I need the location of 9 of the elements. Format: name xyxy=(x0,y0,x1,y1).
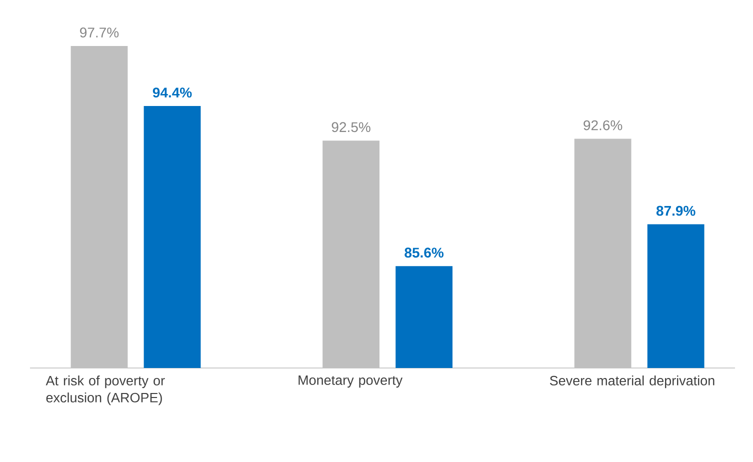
x-tick-label: Monetary poverty xyxy=(298,376,403,388)
data-label: 92.6% xyxy=(584,120,622,130)
data-label: 94.4% xyxy=(152,88,192,98)
data-label: 92.5% xyxy=(332,122,370,132)
data-label: 87.9% xyxy=(656,206,696,216)
data-label: 85.6% xyxy=(404,248,444,258)
x-tick-label: At risk of poverty or exclusion (AROPE) xyxy=(46,376,165,406)
x-tick-label: Severe material deprivation xyxy=(550,376,714,388)
data-label: 97.7% xyxy=(80,28,119,38)
